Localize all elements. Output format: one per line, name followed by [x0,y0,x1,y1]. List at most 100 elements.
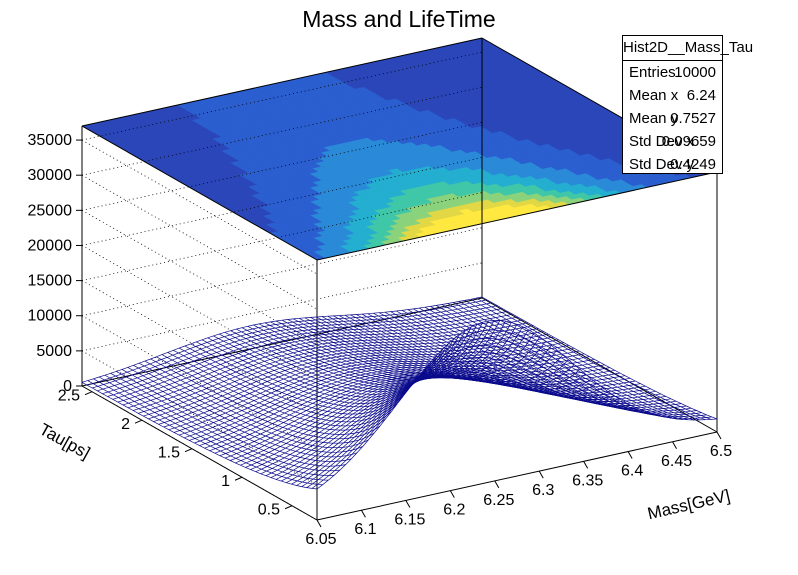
grid-line [81,262,483,352]
x-tick [316,519,322,528]
surface-mesh-line [184,345,421,411]
stats-label: Mean x [629,87,679,104]
x-tick-label: 6.25 [483,492,514,509]
surface-mesh-line [190,343,426,408]
surface-mesh-line [287,319,524,379]
surface-mesh-line [304,317,541,380]
surface-mesh-line [178,347,415,415]
x-tick [494,480,500,489]
stats-label: Std Dev x [629,133,695,150]
stats-label: Entries [629,64,676,81]
stats-row-mean-y: Mean y 0.7527 [623,107,722,130]
frame-edge [81,385,318,521]
contour-cell [491,130,508,137]
z-tick-label: 30000 [28,167,73,184]
surface-mesh-line [260,374,661,475]
grid-line [81,192,483,281]
surface-mesh-line [298,317,535,379]
surface-mesh-line [436,305,672,419]
surface-mesh-line [213,335,449,395]
surface-mesh-line [207,337,443,398]
y-tick [184,448,193,453]
z-tick-label: 5000 [36,343,72,360]
x-tick [405,500,411,508]
x-tick [449,490,455,498]
x-tick-label: 6.45 [661,453,692,470]
z-tick-label: 35000 [28,132,73,149]
surface-mesh-line [133,364,369,449]
y-axis-title: Tau[ps] [36,420,93,463]
grid-line [81,121,483,211]
surface-mesh-line [401,309,638,409]
y-tick-label: 2 [121,416,130,433]
surface-mesh-line [327,315,563,384]
stats-label: Std Dev y [629,156,695,173]
surface-mesh-line [127,367,363,453]
x-tick [627,451,633,459]
surface-mesh-line [396,310,632,407]
surface-mesh-line [156,356,392,431]
contour-cell [444,118,461,124]
contour-cell [386,98,403,105]
surface-mesh-line [196,341,432,404]
y-tick-label: 2.5 [58,388,80,405]
surface-mesh-line [161,354,398,427]
contour-cell [517,139,535,146]
grid-line [81,51,483,141]
surface-mesh-line [173,349,409,419]
surface-mesh-line [235,377,636,464]
surface-mesh-line [476,297,712,420]
x-tick [583,461,589,469]
contour-cell [471,126,488,133]
contour-cell [558,148,575,155]
contour-cell [579,153,596,160]
x-tick-label: 6.3 [532,482,554,499]
surface-mesh-line [316,316,552,382]
surface-mesh-line [321,316,558,383]
x-tick [538,470,544,479]
x-axis-title: Mass[GeV] [646,486,732,523]
surface-mesh-line [258,320,495,381]
contour-cell [599,158,616,165]
contour-cell [538,143,555,150]
grid-line [81,86,483,176]
x-tick-label: 6.35 [572,472,603,489]
surface-mesh-line [98,376,335,476]
chart-title: Mass and LifeTime [302,6,496,32]
x-tick-label: 6.15 [394,511,425,528]
surface-mesh-line [430,306,666,418]
stats-row-stddev-y: Std Dev y 0.4249 [623,153,722,176]
contour-cell [418,109,435,116]
surface-mesh-line [110,372,346,467]
grid-line [81,297,483,387]
surface-mesh-line [93,378,329,481]
z-tick-label: 0 [63,378,72,395]
surface-mesh-line [453,302,689,421]
surface-mesh-line [281,319,518,379]
x-tick-label: 6.4 [621,463,643,480]
x-tick [716,431,722,440]
x-tick [361,509,366,518]
surface-mesh-line [236,326,472,386]
x-tick-label: 6.2 [443,502,465,519]
stats-value: 0.7527 [670,110,716,127]
surface-mesh-line [458,301,695,421]
stats-value: 10000 [674,64,716,81]
frame-edge [316,171,718,261]
surface-mesh-line [407,309,643,411]
y-tick [84,391,93,396]
surface-mesh-line [441,304,678,420]
surface-mesh-line [87,380,323,486]
y-tick [234,476,243,481]
surface-mesh-line [264,320,501,380]
grid-line [81,157,483,246]
z-tick-label: 15000 [28,273,73,290]
surface-mesh-line [293,318,529,379]
surface-mesh-line [150,358,386,435]
z-tick-label: 20000 [28,237,73,254]
frame-edge [81,37,483,127]
surface-mesh-line [424,306,660,417]
y-tick-label: 1.5 [158,445,180,462]
surface-mesh-line [104,374,340,472]
